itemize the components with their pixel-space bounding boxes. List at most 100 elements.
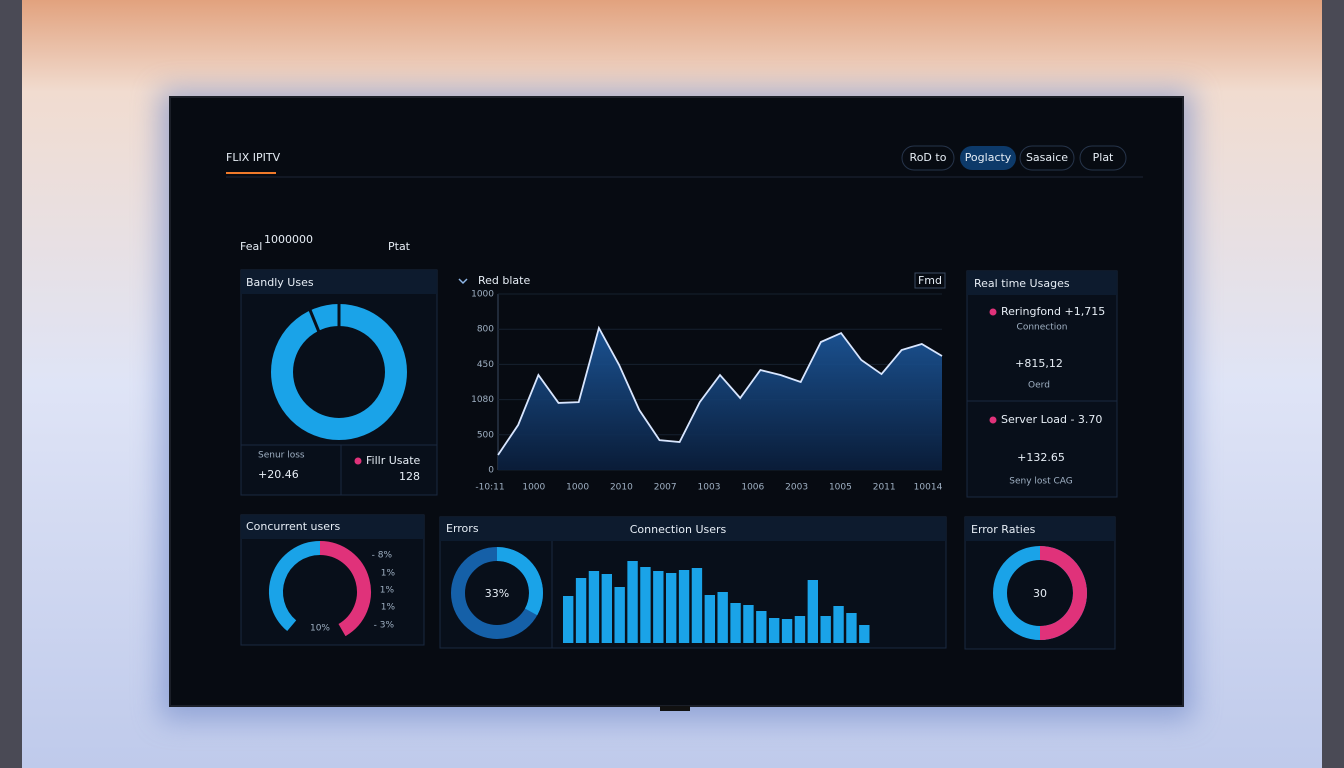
stat-value: 128 [399, 470, 420, 483]
gauge-bottom-label: 10% [310, 624, 330, 634]
item-note: Seny lost CAG [1009, 477, 1073, 487]
bar [756, 611, 767, 643]
x-tick-label: 2003 [785, 483, 808, 493]
wall-edge [1322, 0, 1344, 768]
y-tick-label: 1080 [471, 395, 494, 405]
y-tick-label: 450 [477, 360, 494, 370]
gauge-label: 1% [381, 603, 396, 613]
stat-value: +20.46 [258, 468, 299, 481]
bar [859, 625, 870, 643]
gauge-label: 1% [381, 569, 396, 579]
x-tick-label: 10014 [914, 483, 943, 493]
item-note: Oerd [1028, 381, 1050, 391]
nav: RoD to Poglacty Sasaice Plat [901, 145, 1127, 171]
bar [794, 616, 806, 643]
chart-button[interactable] [914, 272, 946, 289]
line-chart: 0 500 1080 450 800 1000 -10:11 1000 1000 2010 2007… [471, 290, 942, 493]
panel-header [440, 517, 946, 541]
donut-label: 33% [485, 587, 509, 600]
panel-header [241, 515, 424, 539]
legend-dot [989, 416, 997, 424]
bar [614, 587, 625, 643]
bar [691, 568, 703, 643]
tv-stand [660, 706, 690, 711]
bar [563, 596, 574, 643]
bar [627, 561, 638, 643]
bar [601, 574, 612, 643]
donut-arc [1039, 546, 1087, 640]
donut-label: 30 [1033, 587, 1047, 600]
bar [678, 570, 690, 643]
bar [743, 605, 754, 643]
bar [820, 616, 831, 643]
chart-title: Red blate [478, 274, 530, 287]
gauge-arc [269, 541, 321, 632]
y-tick-label: 800 [477, 325, 494, 335]
panel-title: Connection Users [630, 523, 727, 536]
x-tick-label: 1005 [829, 483, 852, 493]
nav-pill-active[interactable] [960, 146, 1016, 170]
nav-item[interactable]: Sasaice [1026, 151, 1068, 164]
bar [769, 618, 780, 643]
hero-prefix: Feal [240, 240, 262, 253]
bar [717, 592, 728, 643]
x-tick-label: 1006 [741, 483, 764, 493]
panel-header [967, 271, 1117, 295]
donut-arc [451, 547, 543, 639]
nav-item[interactable]: Plat [1093, 151, 1114, 164]
stat-label: Fillr Usate [366, 454, 421, 467]
bar [704, 595, 715, 643]
brand: FLIX IPITV [226, 151, 281, 164]
line [497, 325, 943, 456]
bar [575, 578, 587, 643]
panel-header [965, 517, 1115, 541]
bar [846, 613, 857, 643]
y-tick-label: 0 [488, 466, 494, 476]
y-tick-label: 500 [477, 430, 494, 440]
bar [640, 567, 651, 643]
x-tick-label: -10:11 [475, 483, 504, 493]
bar [833, 606, 844, 643]
bar [807, 580, 818, 643]
bar-chart [563, 561, 870, 643]
panel-title: Error Raties [971, 523, 1036, 536]
panel-header [241, 270, 437, 294]
gauge-label: 1% [380, 586, 395, 596]
chart-button-label[interactable]: Fmd [918, 274, 942, 287]
bar [666, 573, 677, 643]
legend-dot [989, 308, 997, 316]
nav-item[interactable]: Poglacty [965, 151, 1012, 164]
wall-edge [0, 0, 22, 768]
x-tick-label: 1000 [522, 483, 545, 493]
hero-suffix: Ptat [388, 240, 411, 253]
hero-value: 1000000 [264, 233, 313, 246]
bar [588, 571, 600, 643]
panel-title: Errors [446, 522, 479, 535]
x-tick-label: 2007 [654, 483, 677, 493]
bar [730, 603, 741, 643]
nav-pill[interactable] [1019, 145, 1075, 171]
bar [781, 619, 793, 643]
x-tick-label: 2011 [873, 483, 896, 493]
bar [653, 571, 664, 643]
item-label: Server Load - 3.70 [1001, 413, 1102, 426]
stat-label: Senur loss [258, 451, 305, 461]
panel-title: Real time Usages [974, 277, 1070, 290]
chevron[interactable] [458, 278, 468, 285]
line-area [498, 328, 942, 470]
item-sub: Connection [1017, 323, 1068, 333]
item-value: +815,12 [1015, 357, 1063, 370]
gauge-label: - 8% [372, 551, 393, 561]
item-value: +132.65 [1017, 451, 1065, 464]
nav-item[interactable]: RoD to [910, 151, 947, 164]
donut-gap [308, 309, 321, 333]
gauge-arc [319, 541, 371, 637]
x-tick-label: 1003 [698, 483, 721, 493]
nav-pill[interactable] [901, 145, 955, 171]
y-tick-label: 1000 [471, 290, 494, 300]
nav-pill[interactable] [1079, 145, 1127, 171]
x-tick-label: 1000 [566, 483, 589, 493]
item-label: Reringfond +1,715 [1001, 305, 1105, 318]
